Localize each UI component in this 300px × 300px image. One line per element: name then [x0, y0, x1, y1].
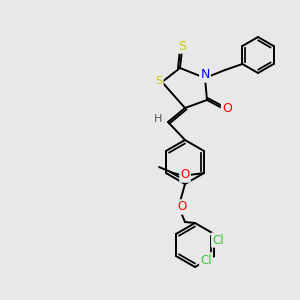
Text: N: N — [200, 68, 210, 82]
Text: S: S — [155, 76, 163, 86]
Text: Cl: Cl — [200, 254, 212, 266]
Text: S: S — [178, 40, 186, 52]
Text: Cl: Cl — [212, 233, 224, 247]
Text: O: O — [177, 200, 187, 214]
Text: O: O — [180, 169, 190, 182]
Text: H: H — [154, 114, 162, 124]
Text: O: O — [222, 101, 232, 115]
